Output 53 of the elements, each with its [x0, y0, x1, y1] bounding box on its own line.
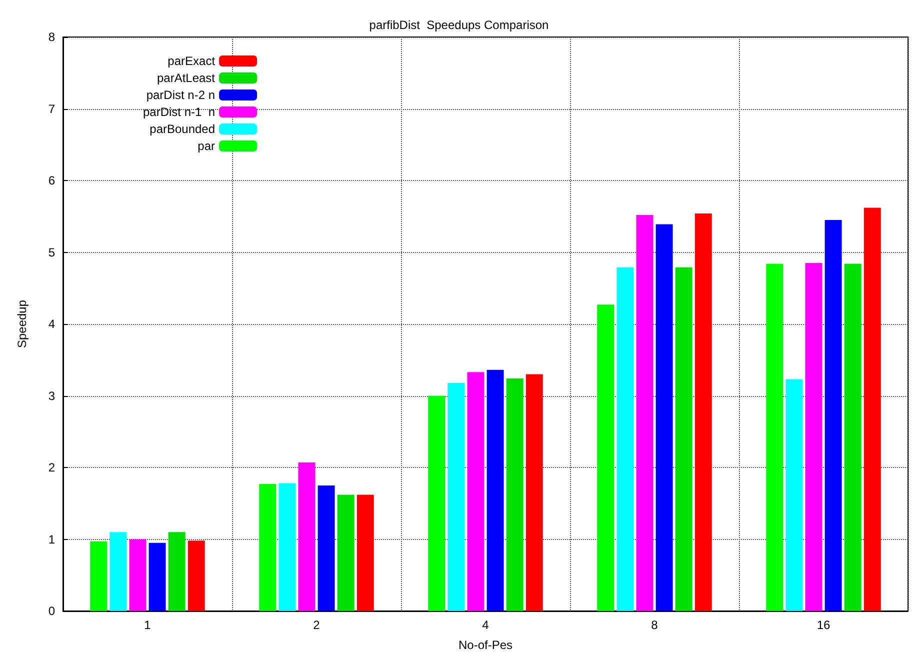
bar [318, 485, 335, 611]
bar [656, 224, 673, 611]
y-tick-label: 8 [48, 30, 56, 44]
bar [110, 532, 127, 611]
bar [188, 540, 205, 611]
chart-title: parfibDist Speedups Comparison [369, 18, 549, 32]
bar [844, 264, 862, 611]
y-tick-label: 1 [48, 532, 56, 546]
bar [298, 462, 316, 611]
bar [337, 494, 354, 611]
x-tick-label: 1 [144, 618, 152, 632]
y-tick-label: 5 [48, 245, 56, 260]
bar [278, 483, 296, 611]
bar [148, 542, 166, 611]
bar [506, 378, 524, 611]
bar [90, 541, 108, 611]
y-tick-label: 2 [48, 460, 56, 474]
x-axis-title: No-of-Pes [458, 638, 513, 652]
bar [356, 494, 374, 611]
y-axis-title: Speedup [15, 300, 29, 348]
bar [428, 396, 446, 611]
bar [616, 267, 634, 611]
bar [129, 539, 146, 611]
legend-label: par [198, 139, 216, 153]
x-tick-label: 2 [313, 618, 320, 632]
bar [824, 220, 842, 611]
bar [805, 263, 822, 611]
y-tick-label: 6 [48, 174, 56, 188]
y-tick-label: 4 [48, 317, 56, 331]
x-tick-label: 8 [651, 618, 658, 632]
bar [597, 304, 614, 611]
y-tick-label: 0 [48, 604, 56, 618]
bar [694, 214, 712, 611]
bar [636, 214, 654, 611]
bar [467, 372, 484, 611]
legend-label: parDist n-1 n [143, 105, 216, 119]
legend-label: parAtLeast [156, 71, 216, 85]
y-tick-label: 7 [48, 102, 56, 116]
bar [526, 374, 543, 611]
bar [864, 208, 881, 611]
bar [448, 382, 465, 611]
bar [766, 264, 784, 611]
bar [786, 379, 803, 611]
x-tick-label: 16 [816, 618, 830, 632]
y-tick-label: 3 [48, 388, 56, 403]
bar [675, 267, 692, 611]
bar [168, 532, 186, 611]
bar [486, 370, 504, 611]
x-tick-label: 4 [482, 618, 490, 632]
legend-label: parExact [168, 54, 216, 68]
legend-label: parBounded [150, 122, 216, 136]
legend-label: parDist n-2 n [146, 88, 216, 102]
bar [259, 484, 276, 611]
